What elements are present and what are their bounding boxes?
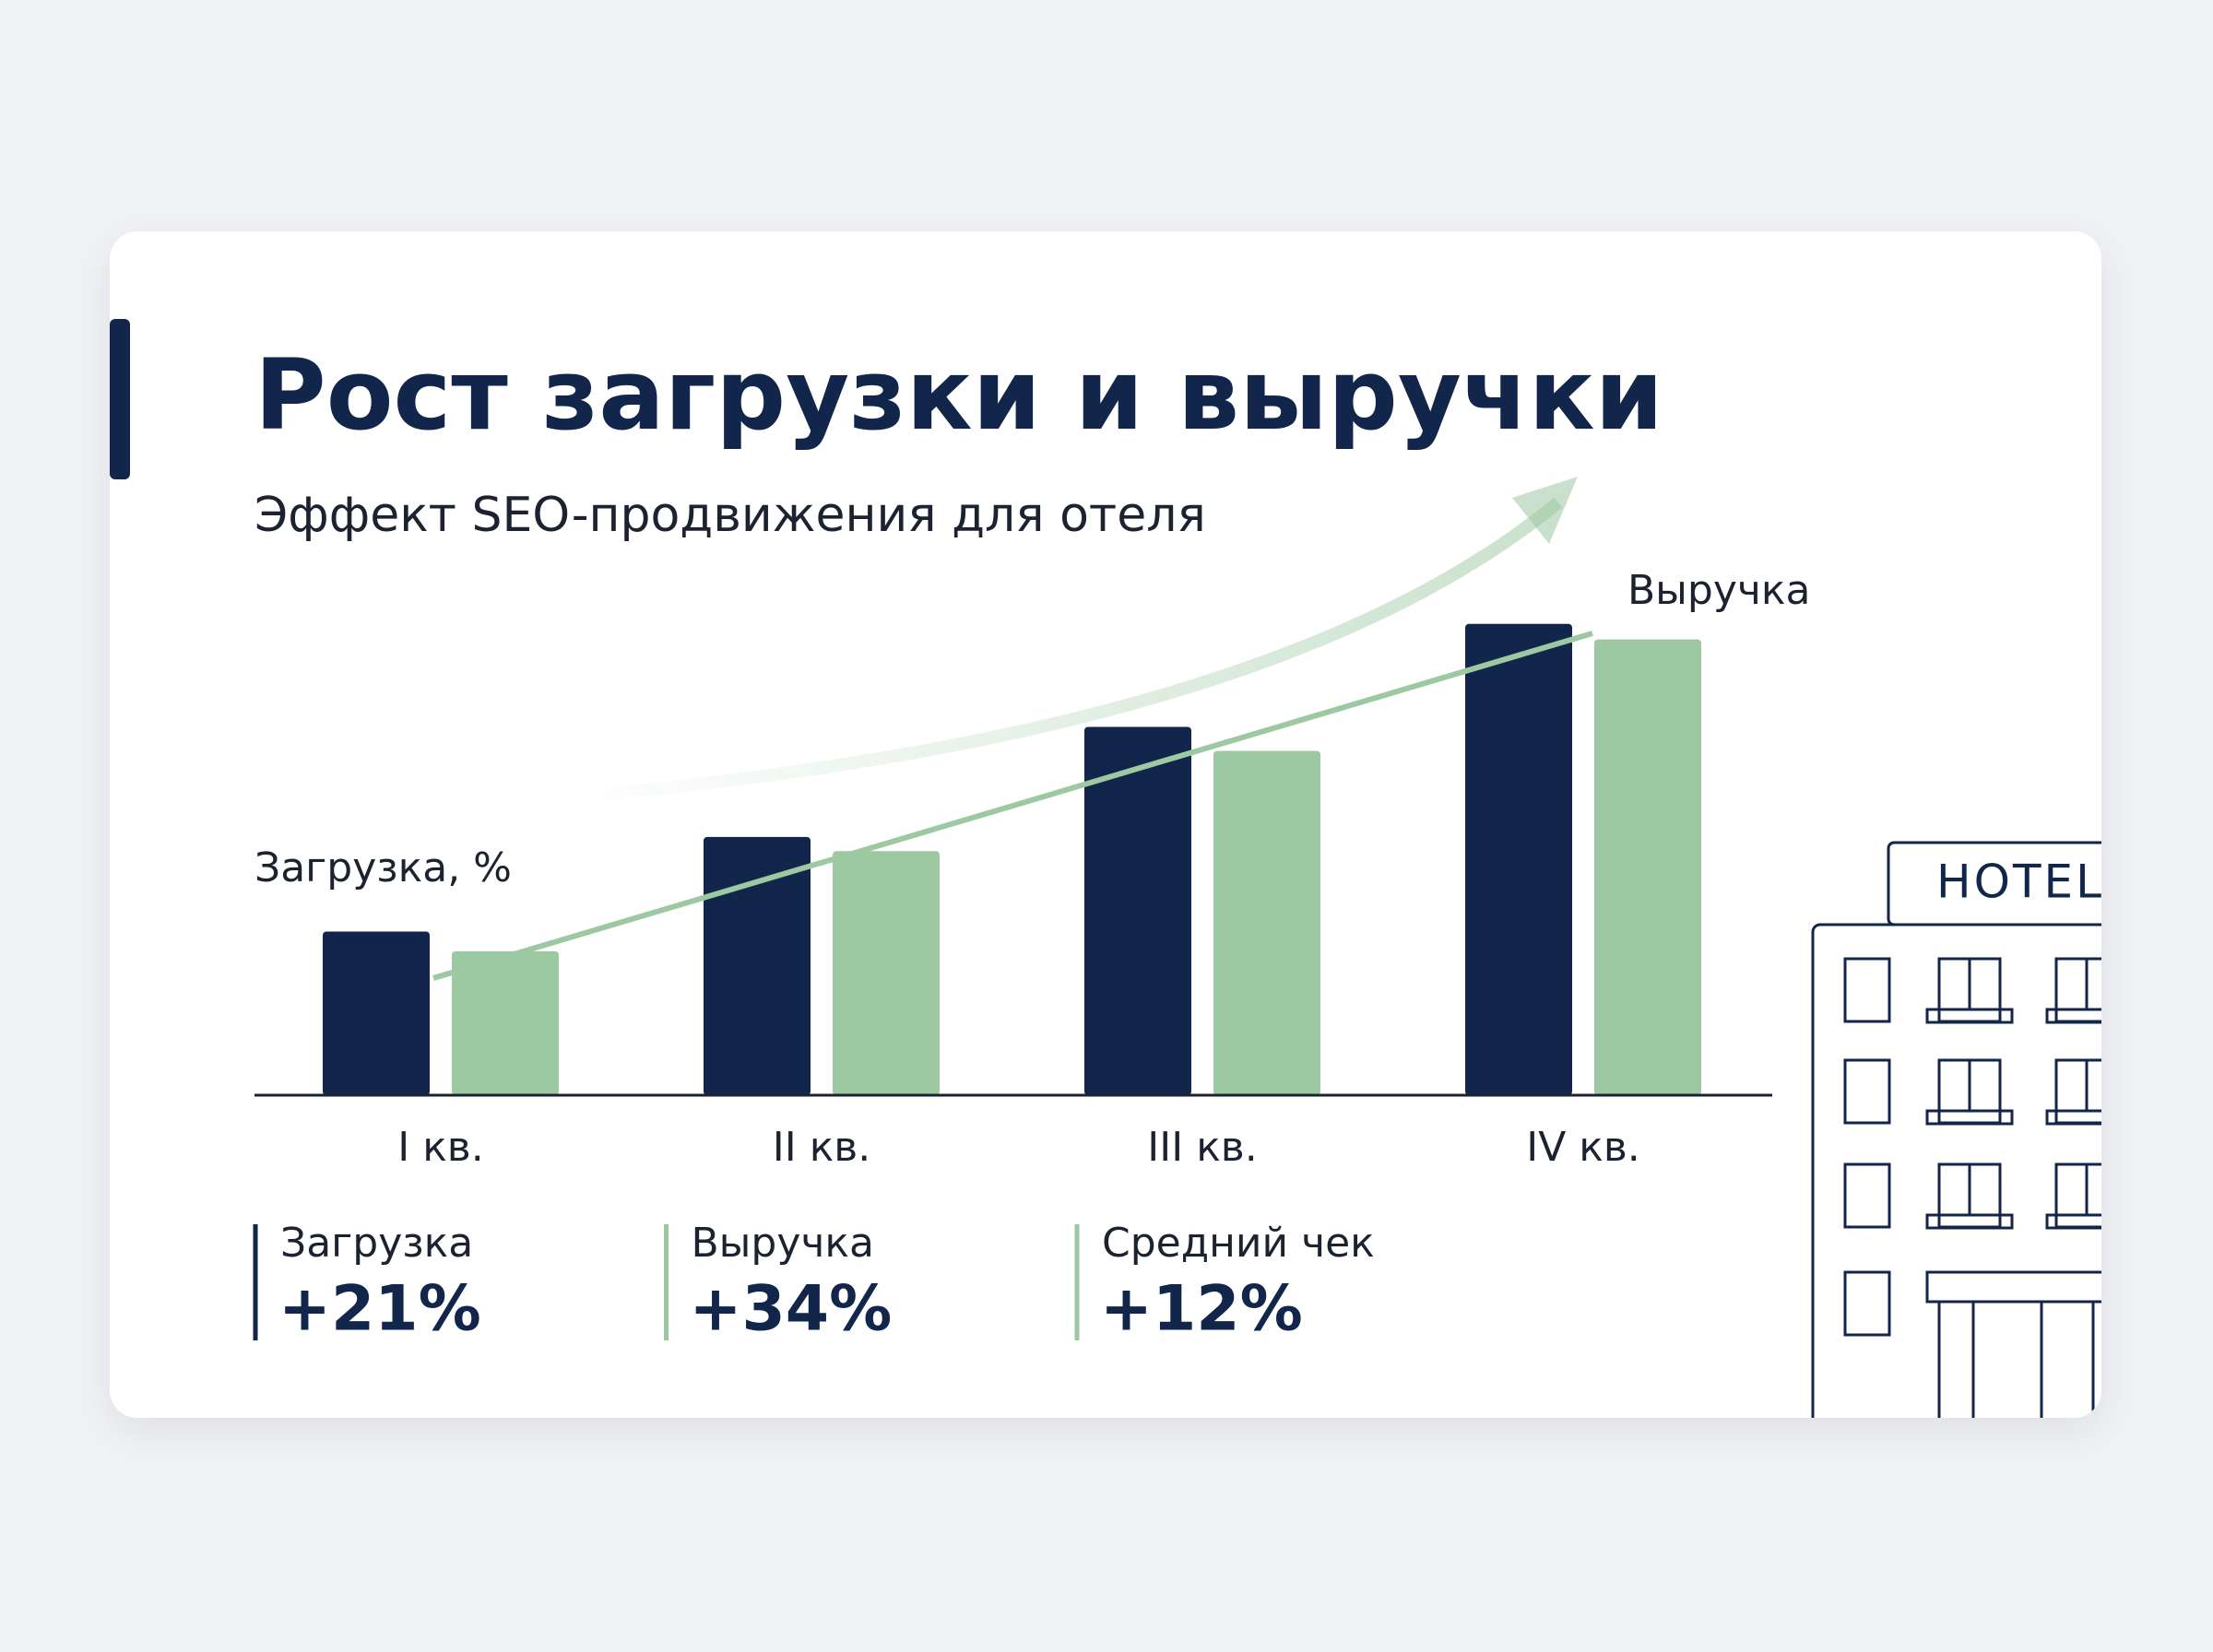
stats: Загрузка +21% Выручка +34% Средний чек +12% [253,1220,1375,1346]
bar [1213,750,1320,1095]
trend-arrowhead [1512,477,1578,544]
stat-value: +34% [690,1273,893,1346]
stat-value: +21% [278,1273,481,1346]
trend-arrow [563,497,1563,804]
bar [1084,726,1191,1095]
trend-line [432,631,1593,981]
stat-label: Загрузка [280,1220,473,1267]
windows [1925,957,2101,1418]
x-tick-label: III кв. [1147,1124,1257,1171]
chart-title: Рост загрузки и выручки [254,338,1663,452]
stat-label: Выручка [692,1220,874,1267]
x-tick-label: II кв. [773,1124,870,1171]
chart-subtitle: Эффект SEO-продвижения для отеля [254,488,1206,543]
x-tick-label: I кв. [397,1124,483,1171]
bar [452,950,559,1095]
hotel-label: HOTEL [1936,856,2104,909]
window [1843,957,1891,1023]
stat-value: +12% [1100,1273,1303,1346]
hotel-illustration: HOTEL [1811,841,2104,1418]
bar [323,931,430,1095]
series-label: Выручка [1627,567,1810,614]
series-label: Загрузка, % [254,844,512,891]
plot: I кв. II кв. III кв. IV кв. [323,623,1701,1171]
stat-label: Средний чек [1102,1220,1375,1267]
bar [704,836,811,1095]
window [1843,1270,1891,1337]
window [1843,1058,1891,1125]
bar [833,851,940,1095]
window [1843,1162,1891,1229]
x-tick-label: IV кв. [1526,1124,1640,1171]
bar [1594,639,1701,1095]
accent-bar [110,319,130,479]
bar [1465,623,1572,1095]
